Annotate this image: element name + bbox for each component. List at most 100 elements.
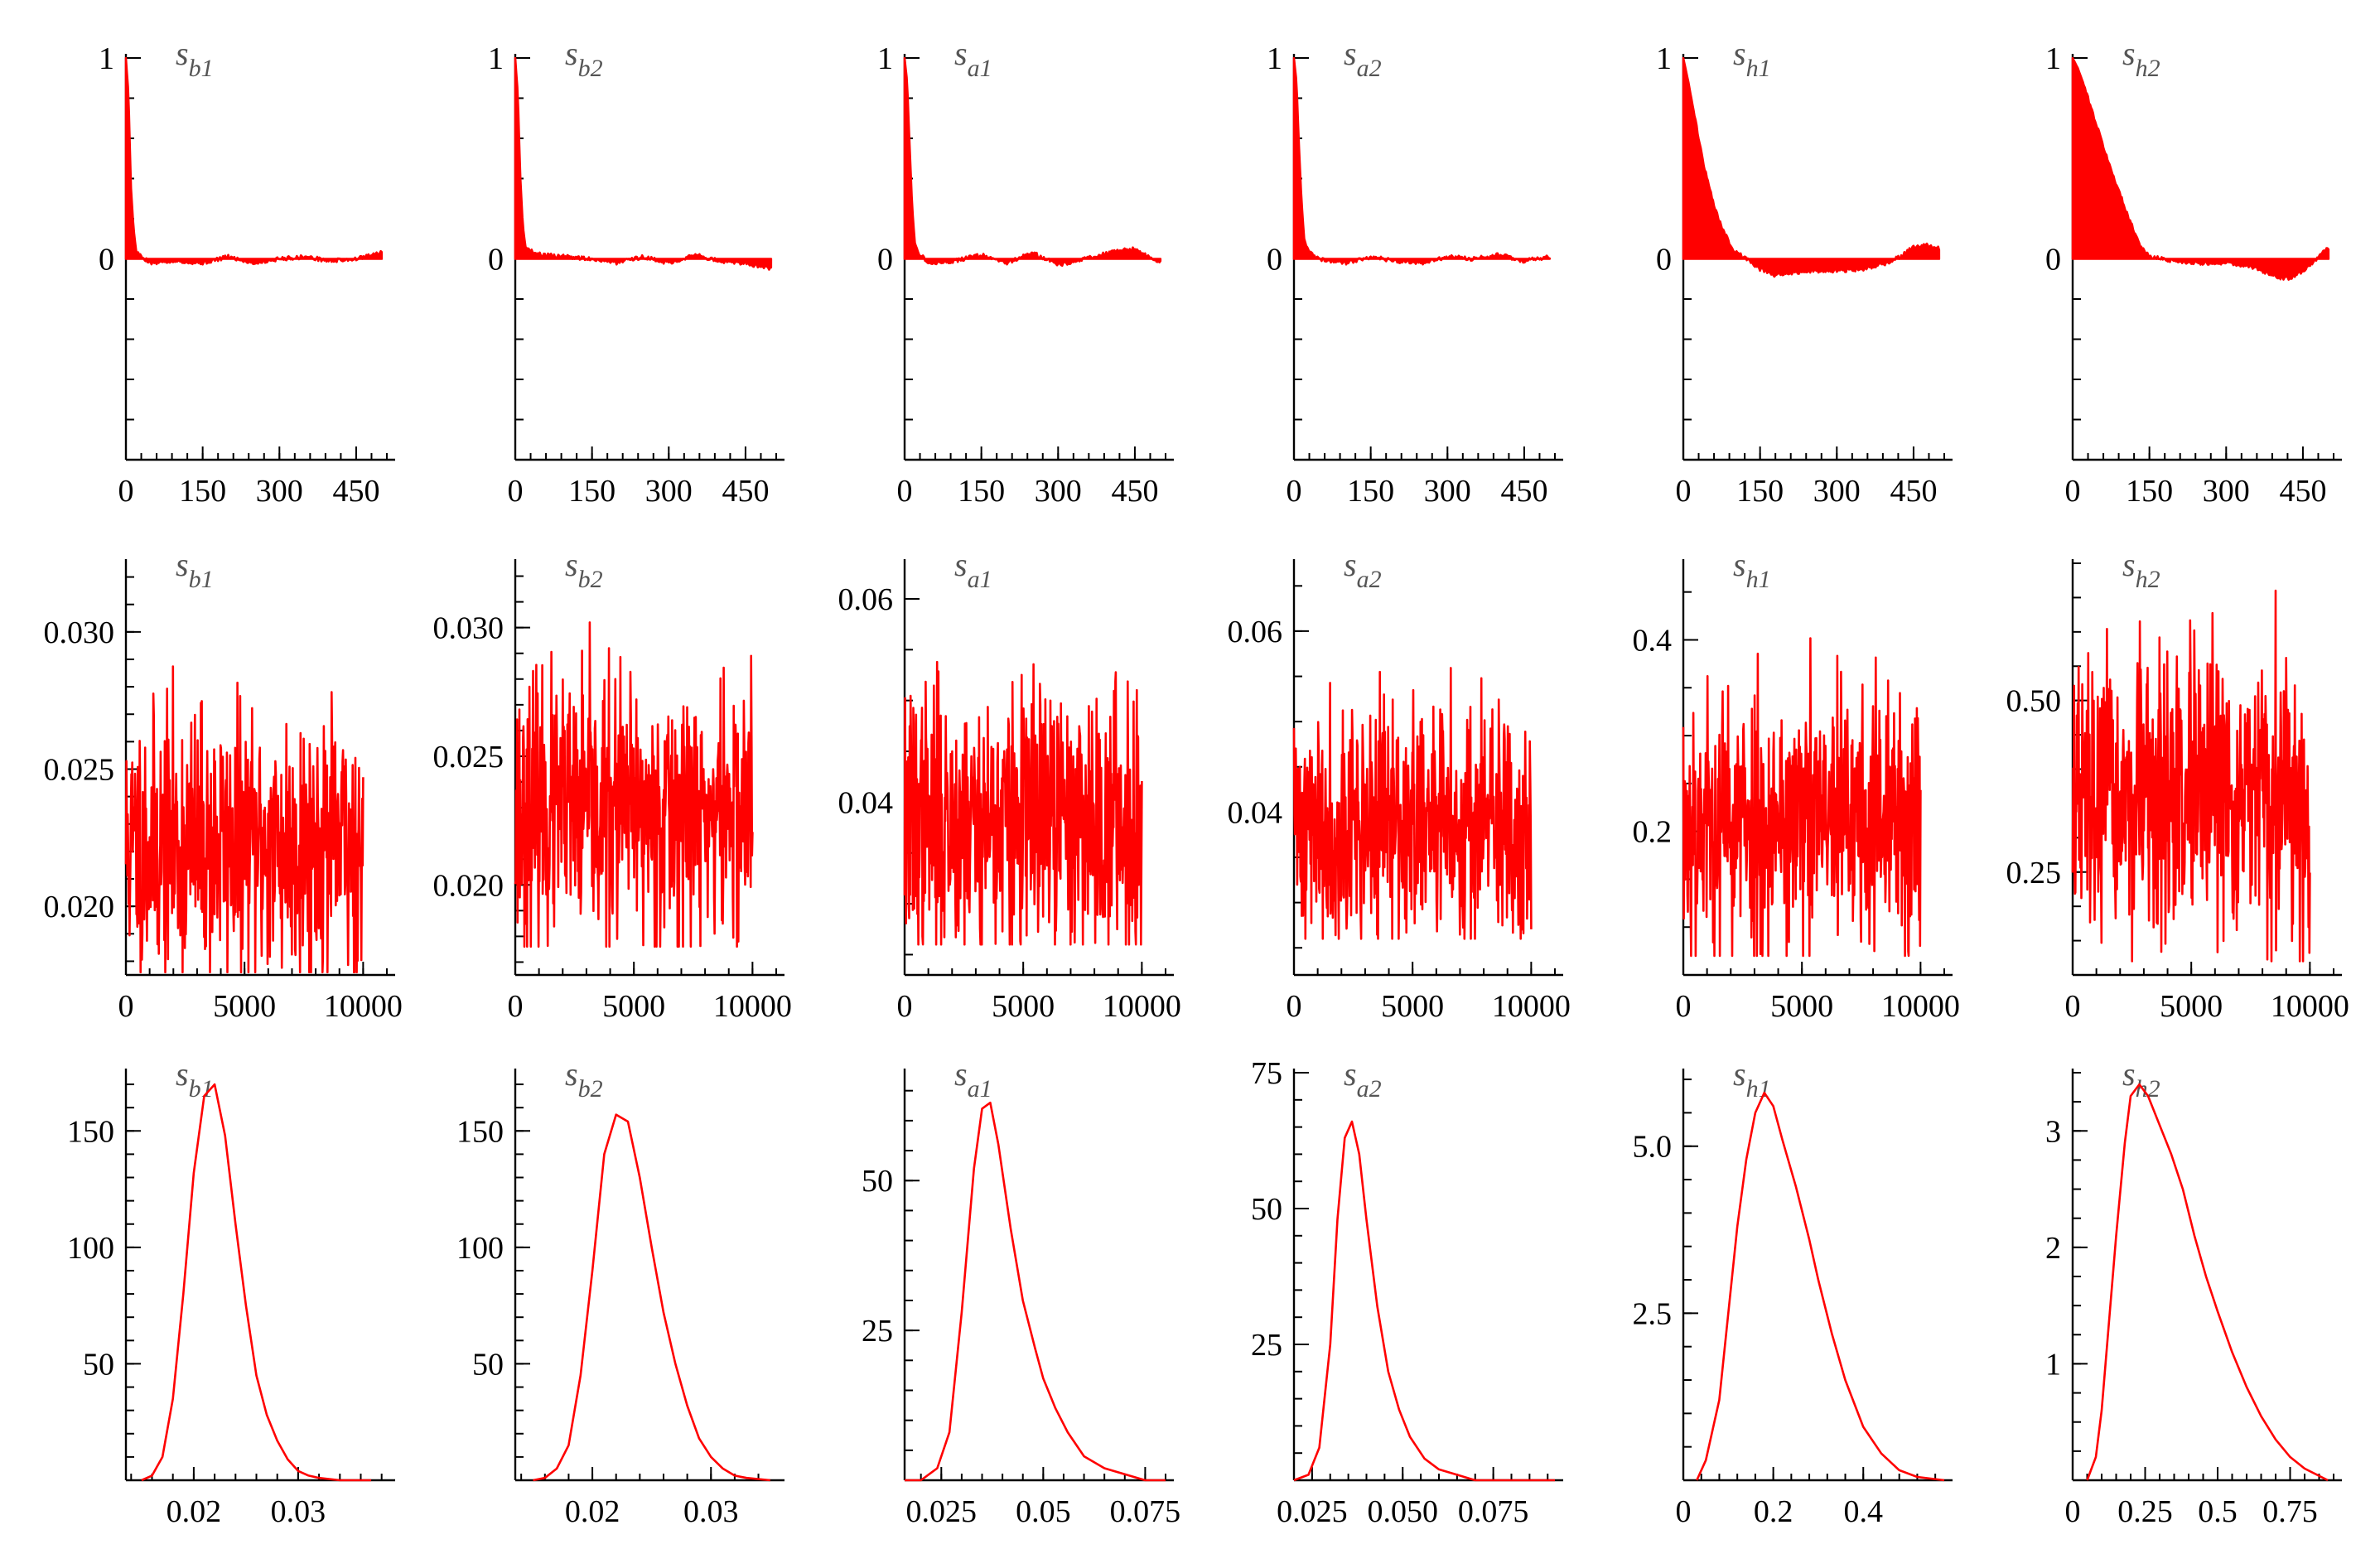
acf-outline [903,56,1162,268]
panel-title: sa2 [1344,1055,1382,1103]
y-tick-label: 3 [2045,1114,2061,1149]
title-subscript: a1 [968,566,992,593]
y-tick-label: 25 [862,1314,893,1349]
x-tick-label: 0.05 [1016,1494,1071,1529]
title-symbol: s [954,35,968,72]
x-tick-label: 5000 [1770,989,1833,1024]
title-symbol: s [176,35,189,72]
y-tick-label: 1 [99,41,114,76]
x-tick-label: 0 [118,989,134,1024]
acf-outline [124,56,384,266]
x-tick-label: 0.075 [1458,1494,1529,1529]
x-tick-label: 450 [1890,474,1937,509]
x-tick-label: 300 [1424,474,1471,509]
panel-trace-sb2: sb2 0.020 0.025 0.030 0 5000 10000 [433,546,792,1024]
panel-trace-sh1: sh1 0.2 0.4 0 5000 10000 [1633,546,1960,1024]
x-tick-label: 300 [2203,474,2250,509]
title-subscript: h2 [2136,1075,2160,1103]
x-tick-label: 5000 [602,989,665,1024]
panel-trace-sa2: sa2 0.04 0.06 0 5000 10000 [1228,546,1571,1024]
x-tick-label: 5000 [213,989,276,1024]
x-tick-label: 300 [645,474,693,509]
x-tick-label: 0.4 [1843,1494,1883,1529]
x-tick-label: 150 [1347,474,1394,509]
x-tick-label: 450 [1500,474,1547,509]
y-tick-label: 75 [1251,1056,1282,1091]
panel-title: sa2 [1344,35,1382,82]
panel-title: sh1 [1733,546,1771,593]
y-tick-label: 0.030 [44,615,115,650]
title-subscript: b2 [578,55,603,82]
panel-title: sh2 [2122,1055,2160,1103]
y-tick-label: 50 [1251,1192,1282,1227]
x-tick-label: 0 [1676,474,1692,509]
x-tick-label: 0 [897,989,913,1024]
y-tick-label: 5.0 [1633,1130,1673,1165]
x-tick-label: 0.025 [906,1494,978,1529]
panel-trace-sh2: sh2 0.25 0.50 0 5000 10000 [2006,546,2349,1024]
title-symbol: s [176,1055,189,1093]
x-tick-label: 10000 [1103,989,1181,1024]
x-tick-label: 450 [1111,474,1158,509]
x-tick-label: 300 [1035,474,1082,509]
x-tick-label: 0 [2065,989,2081,1024]
y-tick-label: 1 [2045,1347,2061,1382]
panel-trace-sb1: sb1 0.020 0.025 0.030 0 5000 10000 [44,546,403,1024]
panel-acf-sa2: sa2 0 1 0 150 300 450 [1267,35,1563,509]
x-tick-label: 0.075 [1110,1494,1181,1529]
title-symbol: s [2122,546,2136,583]
acf-bars [1294,58,1550,265]
x-tick-label: 150 [568,474,616,509]
title-subscript: h1 [1746,566,1771,593]
title-subscript: b2 [578,1075,603,1103]
x-tick-label: 10000 [2271,989,2349,1024]
acf-bars [905,58,1161,266]
x-tick-label: 150 [958,474,1005,509]
panel-title: sb1 [176,35,214,82]
y-tick-label: 1 [2045,41,2061,76]
panel-title: sa1 [954,35,992,82]
x-tick-label: 0.2 [1754,1494,1793,1529]
acf-bars [126,58,382,265]
y-tick-label: 1 [877,41,893,76]
y-tick-label: 0.06 [838,582,894,617]
title-subscript: a1 [968,55,992,82]
title-symbol: s [954,1055,968,1093]
x-tick-label: 0.050 [1368,1494,1439,1529]
title-subscript: h2 [2136,566,2160,593]
x-tick-label: 0 [1287,989,1302,1024]
title-symbol: s [1733,35,1746,72]
y-tick-label: 0.020 [44,890,115,924]
y-tick-label: 50 [83,1347,114,1382]
y-tick-label: 50 [472,1347,504,1382]
panel-title: sa2 [1344,546,1382,593]
panel-density-sh2: sh2 1 2 3 0 0.25 0.5 0.75 [2045,1055,2342,1529]
x-tick-label: 150 [1736,474,1784,509]
y-tick-label: 0 [488,243,504,277]
density-curve [1293,1120,1555,1482]
x-tick-label: 0.25 [2117,1494,2173,1529]
title-subscript: h1 [1746,55,1771,82]
panel-title: sh1 [1733,35,1771,82]
y-tick-label: 0.04 [838,785,894,820]
density-curve [533,1113,770,1482]
x-tick-label: 300 [1813,474,1861,509]
x-tick-label: 0 [1287,474,1302,509]
acf-outline [1292,56,1552,266]
x-tick-label: 10000 [713,989,792,1024]
y-tick-label: 2 [2045,1231,2061,1266]
acf-outline [514,56,773,271]
panel-trace-sa1: sa1 0.04 0.06 0 5000 10000 [838,546,1181,1024]
y-tick-label: 2.5 [1633,1296,1673,1331]
title-symbol: s [2122,1055,2136,1093]
panel-density-sa1: sa1 25 50 0.025 0.05 0.075 [862,1055,1180,1529]
trace-line [2071,589,2311,963]
panel-title: sb2 [565,546,603,593]
title-subscript: a2 [1357,566,1382,593]
y-tick-label: 0.06 [1228,615,1283,649]
x-tick-label: 10000 [324,989,403,1024]
x-tick-label: 300 [256,474,303,509]
title-symbol: s [565,35,578,72]
x-tick-label: 5000 [1381,989,1444,1024]
panel-title: sb2 [565,1055,603,1103]
